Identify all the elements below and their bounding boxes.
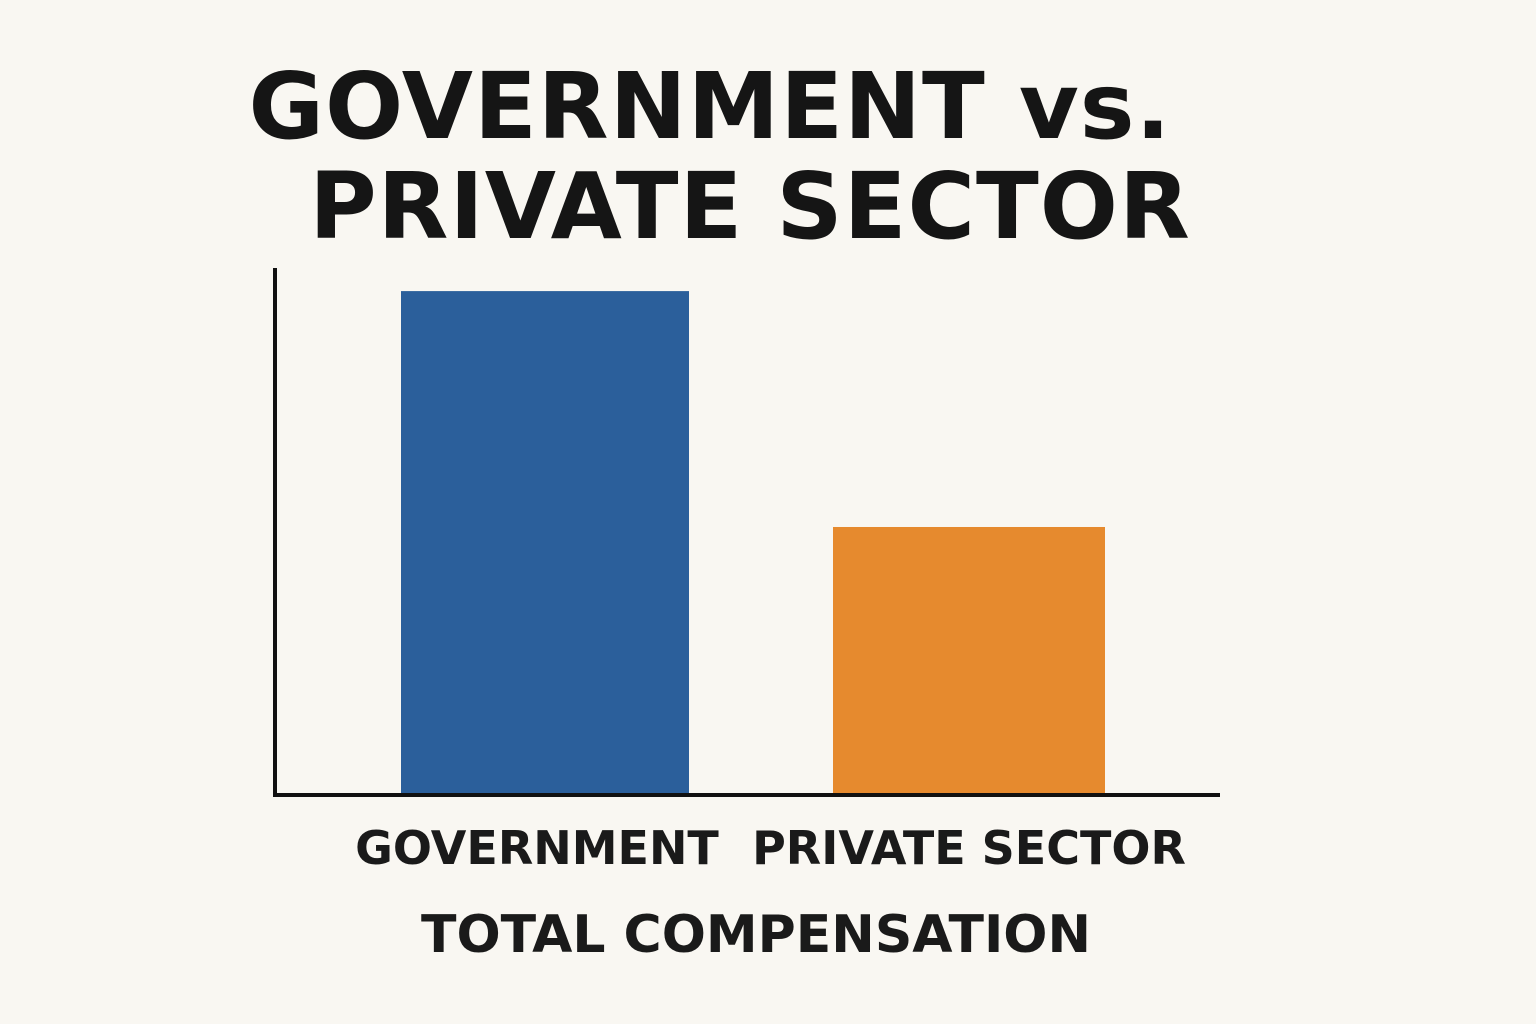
x-axis-label: TOTAL COMPENSATION xyxy=(421,905,1091,965)
x-tick-label-government: GOVERNMENT xyxy=(355,821,719,875)
chart-title-line-2: PRIVATE SECTOR xyxy=(309,153,1191,260)
bar-group xyxy=(401,291,1105,793)
chart-title-line-1: GOVERNMENT vs. xyxy=(248,53,1172,160)
bar-private-sector xyxy=(833,526,1105,793)
bar-government xyxy=(401,291,689,793)
x-tick-label-private-sector: PRIVATE SECTOR xyxy=(752,821,1186,875)
tick-label-group: GOVERNMENT PRIVATE SECTOR xyxy=(355,821,1186,875)
